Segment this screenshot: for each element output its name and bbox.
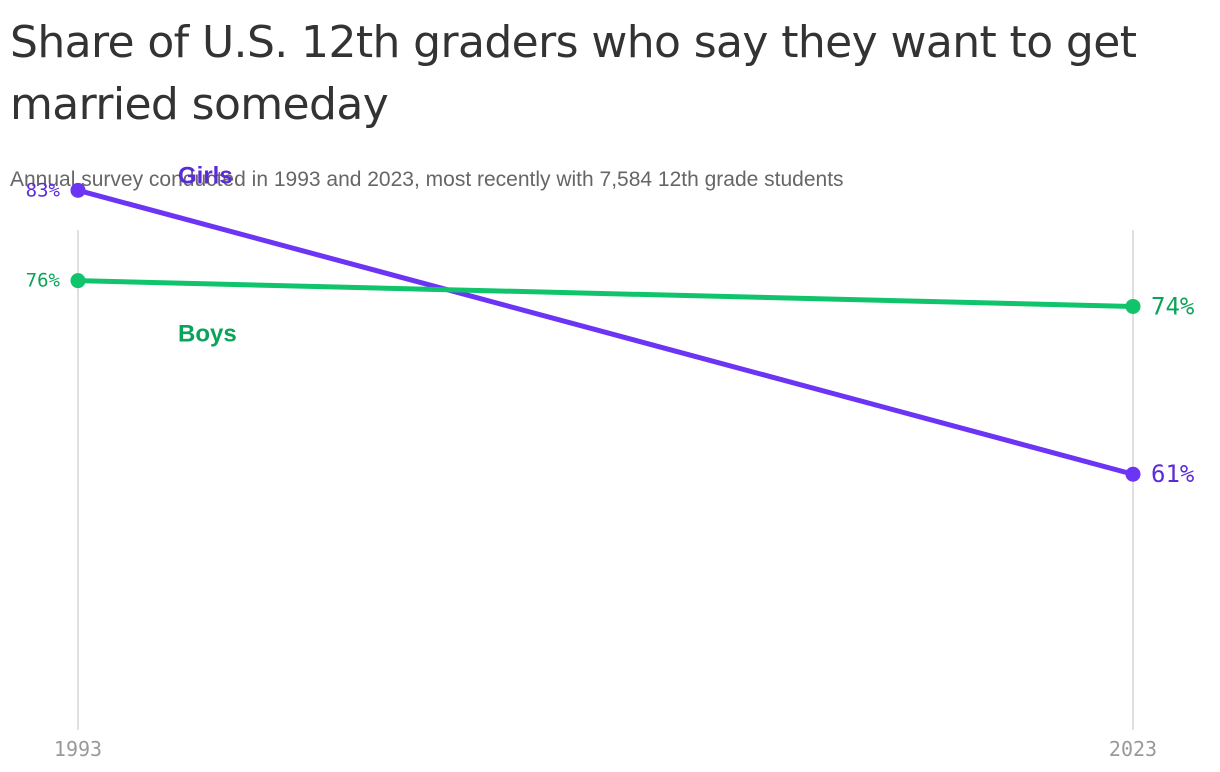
data-point-boys-1993 [70, 273, 86, 289]
x-tick-label-2023: 2023 [1109, 737, 1157, 761]
data-point-girls-1993 [70, 182, 86, 198]
series-label-girls: Girls [178, 162, 233, 189]
data-label-girls-1993: 83% [26, 179, 61, 201]
data-point-girls-2023 [1125, 466, 1141, 482]
chart-labels: Girls Boys 83% 61% 76% 74% 1993 2023 [26, 162, 1195, 761]
chart-title: Share of U.S. 12th graders who say they … [10, 17, 1137, 130]
data-point-boys-2023 [1125, 298, 1141, 314]
data-label-girls-2023: 61% [1151, 460, 1195, 488]
x-tick-label-1993: 1993 [54, 737, 102, 761]
series-points [70, 182, 1141, 482]
series-line-girls [75, 187, 1136, 477]
series-line-boys [75, 278, 1136, 309]
data-label-boys-1993: 76% [26, 270, 61, 292]
series-lines [75, 187, 1136, 477]
series-label-boys: Boys [178, 321, 237, 348]
data-label-boys-2023: 74% [1151, 292, 1195, 320]
chart-subtitle: Annual survey conducted in 1993 and 2023… [10, 168, 844, 191]
